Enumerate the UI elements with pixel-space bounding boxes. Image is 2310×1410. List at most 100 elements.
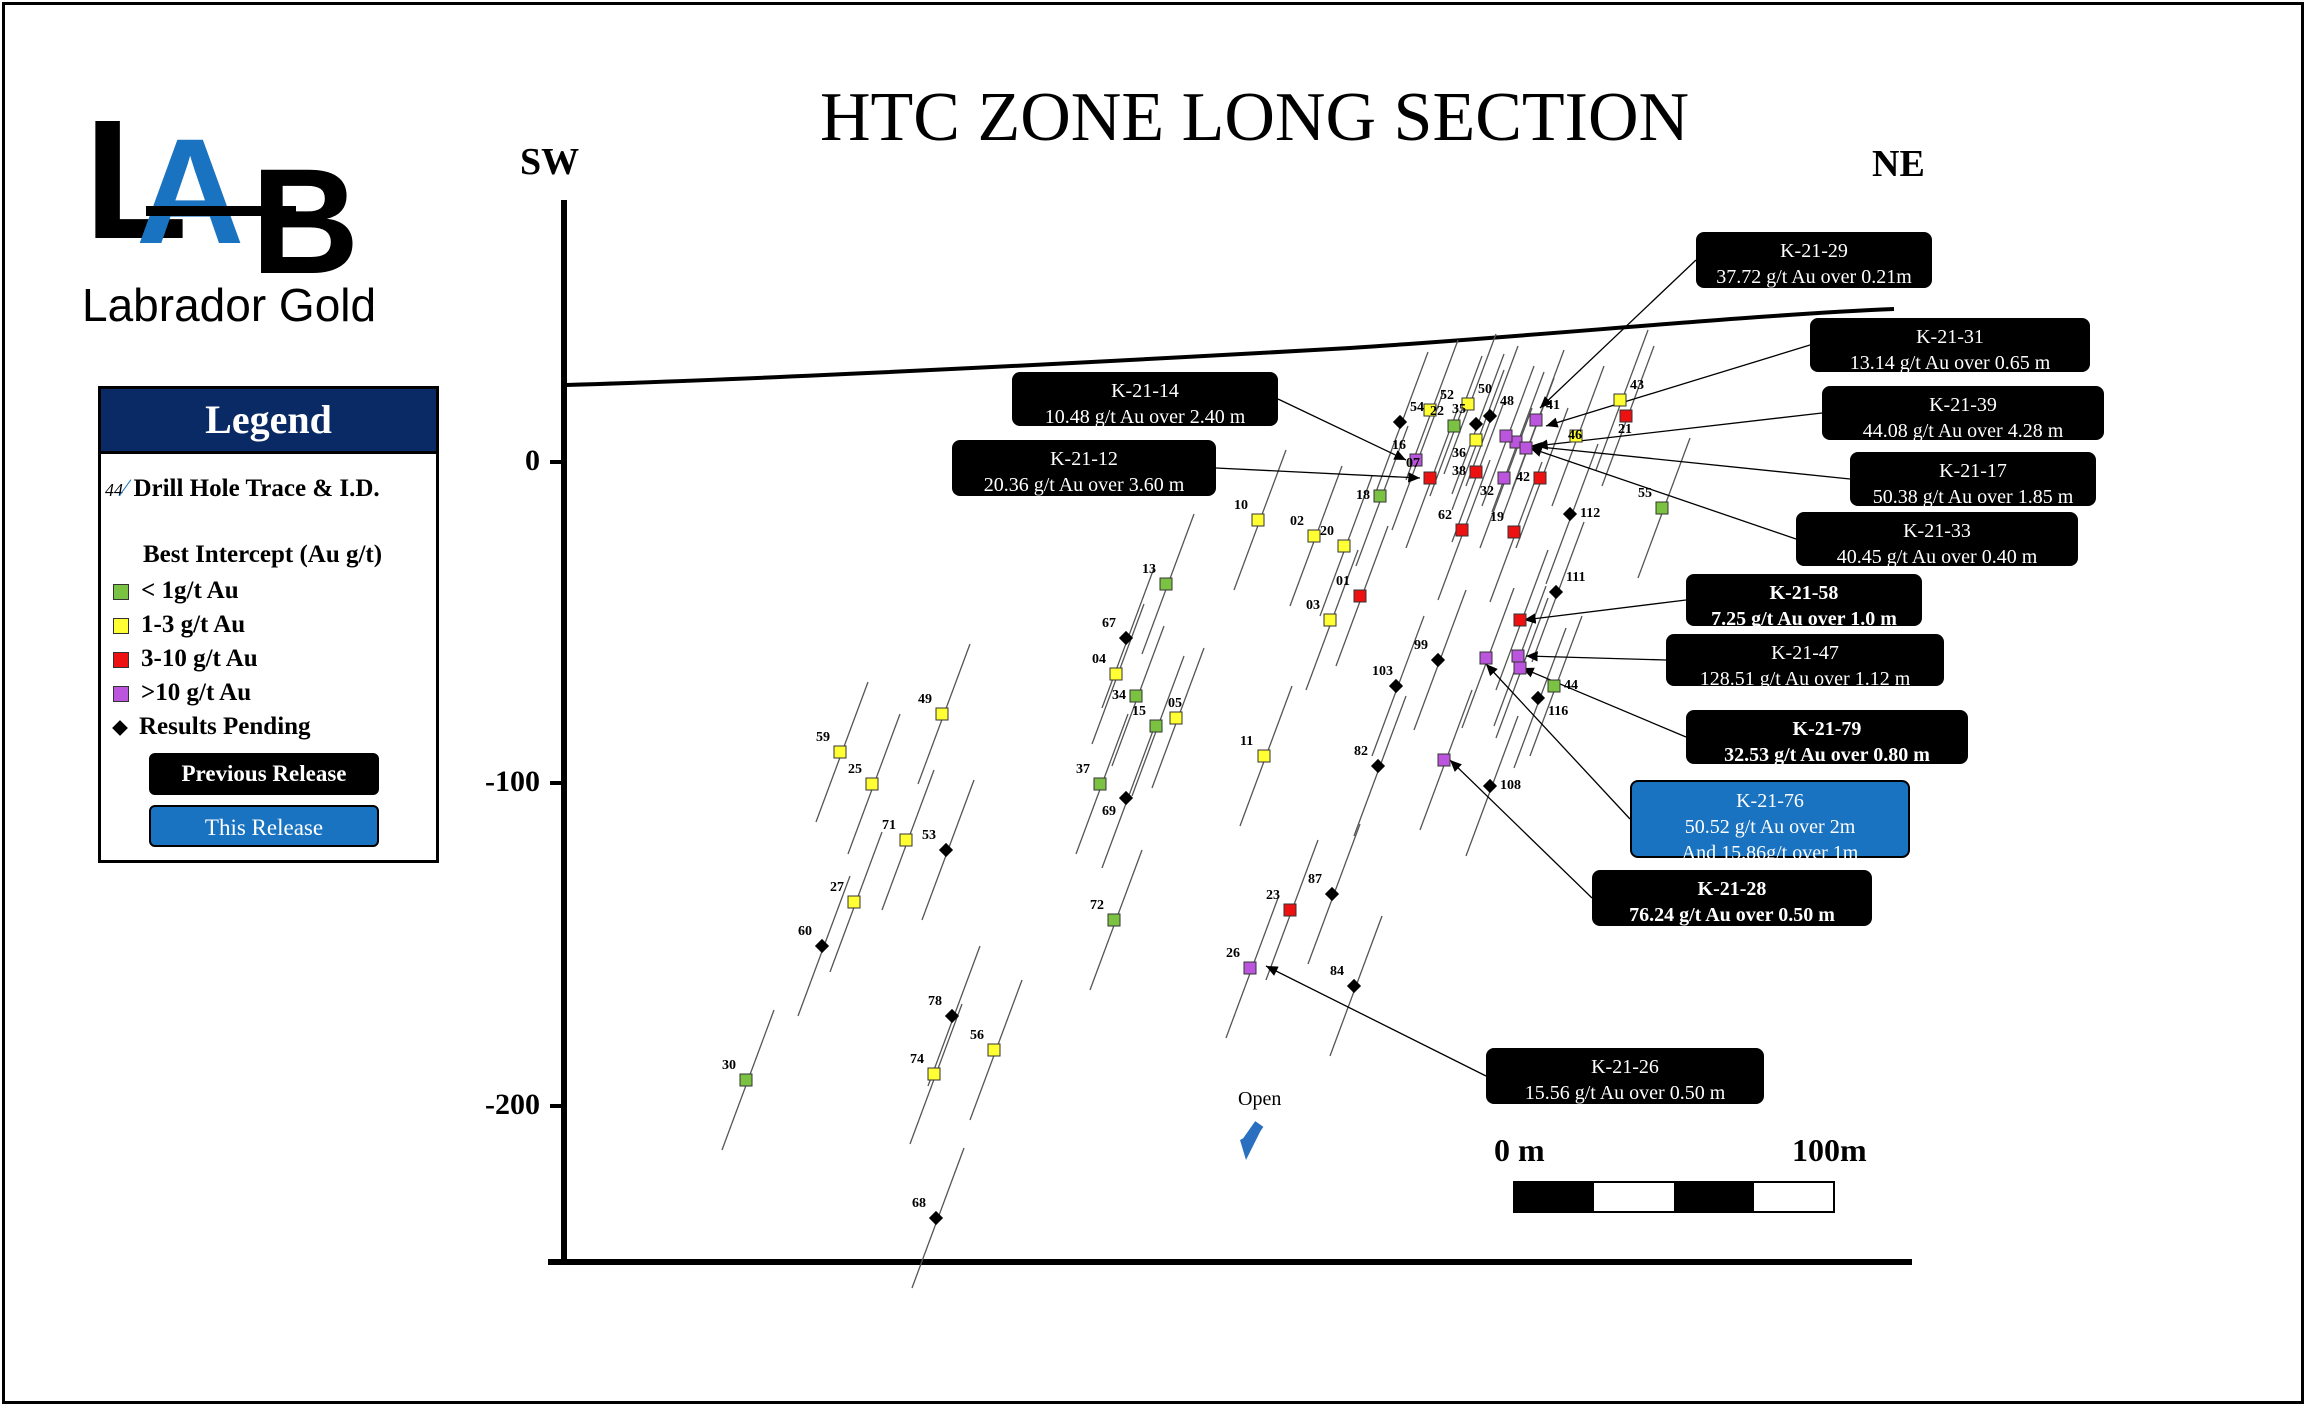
callout-intercept: 50.38 g/t Au over 1.85 m [1872,486,2074,508]
drill-hole-label: 68 [912,1196,926,1211]
legend-item: 1-3 g/t Au [113,611,245,639]
drill-hole-label: 21 [1618,422,1632,437]
drill-hole-label: 72 [1090,898,1104,913]
drill-hole-marker-25 [865,777,879,791]
drill-hole-label: 60 [798,924,812,939]
legend-item-label: < 1g/t Au [141,577,239,604]
drill-hole-label: 49 [918,692,932,707]
drill-hole-marker-103 [1388,678,1404,694]
trace-line-icon: ∕ [123,475,128,502]
legend-item-label: Results Pending [139,713,311,740]
legend-trace-row: 44∕ Drill Hole Trace & I.D. [105,475,380,503]
drill-hole-label: 62 [1438,508,1452,523]
drill-hole-marker-42 [1533,471,1547,485]
drill-hole-label: 103 [1372,664,1393,679]
callout-hole-id: K-21-58 [1769,582,1839,604]
callout-hole-id: K-21-31 [1916,326,1984,348]
direction-ne: NE [1872,143,1925,185]
drill-hole-label: 15 [1132,704,1146,719]
drill-hole-marker-39 [1499,429,1513,443]
drill-hole-marker-11 [1257,749,1271,763]
drill-hole-label: 19 [1490,510,1504,525]
callout-k-21-58: K-21-58 7.25 g/t Au over 1.0 m [1686,574,1922,630]
topography-line [565,307,1895,387]
callout-intercept: 76.24 g/t Au over 0.50 m [1629,904,1835,926]
drill-hole-marker-99 [1430,652,1446,668]
callout-k-21-47: K-21-47 128.51 g/t Au over 1.12 m [1666,634,1944,690]
drill-hole-label: 37 [1076,762,1090,777]
callout-leader-k-21-79 [1521,667,1687,738]
logo-company-name: Labrador Gold [82,279,377,331]
drill-hole-label: 22 [1430,404,1444,419]
svg-text:L: L [84,88,188,275]
drill-hole-label: 116 [1548,704,1569,719]
intercept-swatch-icon [113,584,129,601]
callout-leader-k-21-39 [1535,412,1823,450]
callout-intercept: 7.25 g/t Au over 1.0 m [1711,608,1897,630]
drill-hole-label: 32 [1480,484,1494,499]
drill-hole-marker-72 [1107,913,1121,927]
drill-hole-marker-23 [1283,903,1297,917]
drill-hole-label: 13 [1142,562,1156,577]
drill-hole-marker-35 [1468,416,1484,432]
callout-intercept: 50.52 g/t Au over 2m [1684,816,1856,838]
drill-hole-label: 84 [1330,964,1344,979]
callout-k-21-17: K-21-17 50.38 g/t Au over 1.85 m [1850,452,2096,508]
drill-hole-label: 44 [1564,678,1578,693]
drill-hole-label: 53 [922,828,936,843]
callout-k-21-26: K-21-26 15.56 g/t Au over 0.50 m [1486,1048,1764,1104]
legend-title: Legend [101,389,436,454]
drill-hole-marker-44 [1547,679,1561,693]
callout-leader-k-21-26 [1265,965,1487,1077]
drill-hole-marker-108 [1482,778,1498,794]
drill-hole-marker-18 [1373,489,1387,503]
y-tick-label: -100 [485,765,540,798]
intercept-swatch-icon [113,652,129,669]
drill-hole-marker-59 [833,745,847,759]
drill-hole-label: 10 [1234,498,1248,513]
callout-k-21-12: K-21-12 20.36 g/t Au over 3.60 m [952,440,1216,496]
drill-hole-label: 82 [1354,744,1368,759]
callout-leader-k-21-76 [1485,663,1631,820]
previous-release-swatch: Previous Release [149,753,379,795]
drill-hole-label: 111 [1566,570,1586,585]
drill-hole-label: 50 [1478,382,1492,397]
callout-k-21-79: K-21-79 32.53 g/t Au over 0.80 m [1686,710,1968,766]
callout-intercept: 44.08 g/t Au over 4.28 m [1862,420,2064,442]
drill-hole-marker-87 [1324,886,1340,902]
y-tick-label: -200 [485,1088,540,1121]
callout-leader-k-21-33 [1529,446,1797,540]
drill-hole-label: 30 [722,1058,736,1073]
callout-k-21-29: K-21-29 37.72 g/t Au over 0.21m [1696,232,1932,288]
drill-hole-marker-55 [1655,501,1669,515]
drill-hole-marker-30 [739,1073,753,1087]
callout-hole-id: K-21-29 [1780,240,1848,262]
callout-leader-k-21-58 [1523,599,1687,624]
drill-hole-label: 46 [1568,428,1582,443]
drill-hole-marker-13 [1159,577,1173,591]
drill-hole-marker-22 [1447,419,1461,433]
drill-hole-marker-69 [1118,790,1134,806]
callout-leader-k-21-31 [1545,344,1811,428]
legend-item: < 1g/t Au [113,577,239,605]
callout-intercept: 15.56 g/t Au over 0.50 m [1524,1082,1726,1104]
drill-hole-label: 43 [1630,378,1644,393]
drill-hole-label: 02 [1290,514,1304,529]
open-direction-arrow [1240,1121,1264,1160]
drill-hole-label: 05 [1168,696,1182,711]
drill-hole-marker-33 [1519,441,1533,455]
drill-hole-label: 23 [1266,888,1280,903]
callout-hole-id: K-21-17 [1939,460,2007,482]
drill-hole-marker-34 [1129,689,1143,703]
callout-k-21-76: K-21-76 50.52 g/t Au over 2m And 15.86g/t … [1630,780,1910,864]
legend-box: Legend 44∕ Drill Hole Trace & I.D. Best … [98,386,439,863]
drill-hole-label: 34 [1112,688,1126,703]
drill-hole-label: 74 [910,1052,924,1067]
drill-hole-marker-10 [1251,513,1265,527]
callout-hole-id: K-21-14 [1111,380,1179,402]
drill-hole-marker-84 [1346,978,1362,994]
drill-hole-marker-67 [1118,630,1134,646]
callout-leader-k-21-12 [1215,467,1421,483]
drill-hole-marker-37 [1093,777,1107,791]
